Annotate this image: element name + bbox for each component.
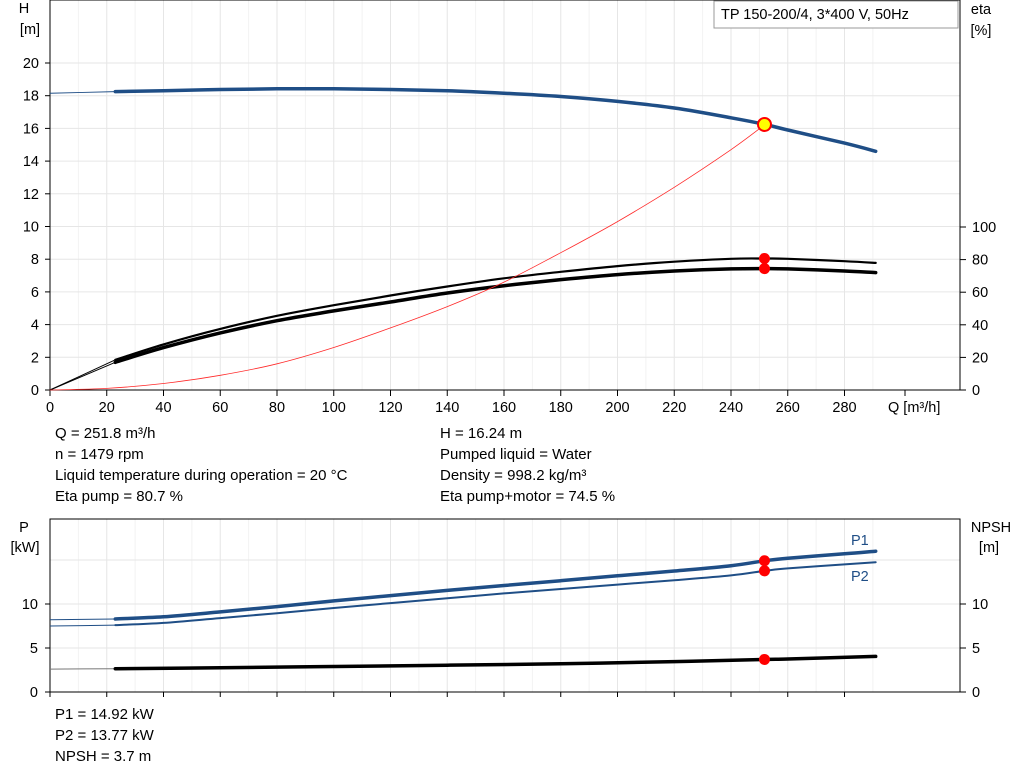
system-curve xyxy=(49,124,766,391)
q-tick-label: 80 xyxy=(269,400,285,416)
eta-axis-unit: [%] xyxy=(971,23,992,39)
npsh-duty-point xyxy=(758,653,770,665)
h-tick-label: 0 xyxy=(31,383,39,399)
npsh-tick-label: 5 xyxy=(972,641,980,657)
q-tick-label: 20 xyxy=(99,400,115,416)
p-axis-label: P xyxy=(19,520,29,536)
duty-points xyxy=(756,116,772,665)
eta-tick-label: 80 xyxy=(972,253,988,269)
q-tick-label: 240 xyxy=(719,400,743,416)
info-p1: P1 = 14.92 kW xyxy=(55,706,154,723)
eta-tick-label: 40 xyxy=(972,318,988,334)
bottom-chart-ticks: 0 5 10 0 5 10 xyxy=(22,597,988,701)
info-p2: P2 = 13.77 kW xyxy=(55,727,154,744)
q-tick-label: 0 xyxy=(46,400,54,416)
q-axis-label: Q [m³/h] xyxy=(888,400,940,416)
eta-pump-duty-point xyxy=(758,252,770,264)
info-eta-pump-motor: Eta pump+motor = 74.5 % xyxy=(440,488,616,505)
info-head: H = 16.24 m xyxy=(440,425,523,442)
eta-tick-label: 0 xyxy=(972,383,980,399)
p1-duty-point xyxy=(758,555,770,567)
q-tick-label: 60 xyxy=(212,400,228,416)
p-tick-label: 5 xyxy=(30,641,38,657)
eta-tick-label: 60 xyxy=(972,285,988,301)
q-tick-label: 260 xyxy=(776,400,800,416)
duty-info-right: H = 16.24 m Pumped liquid = Water Densit… xyxy=(440,423,615,507)
eta-pump-motor-curve-extension xyxy=(49,361,116,391)
h-axis-label: H xyxy=(19,1,29,17)
p2-curve-extension xyxy=(49,624,116,627)
p2-series-label: P2 xyxy=(851,569,869,585)
h-curve-extension xyxy=(49,91,116,94)
h-tick-label: 14 xyxy=(23,154,39,170)
p1-curve xyxy=(113,549,878,621)
top-chart-curves xyxy=(49,86,878,391)
chart-title: TP 150-200/4, 3*400 V, 50Hz xyxy=(721,7,909,23)
info-temperature: Liquid temperature during operation = 20… xyxy=(55,467,348,484)
h-tick-label: 6 xyxy=(31,285,39,301)
h-tick-label: 4 xyxy=(31,318,39,334)
h-duty-point xyxy=(756,116,772,132)
info-npsh: NPSH = 3.7 m xyxy=(55,748,152,765)
q-tick-label: 220 xyxy=(662,400,686,416)
eta-pump-motor-duty-point xyxy=(758,263,770,275)
h-tick-label: 12 xyxy=(23,187,39,203)
info-liquid: Pumped liquid = Water xyxy=(440,446,592,463)
npsh-tick-label: 10 xyxy=(972,597,988,613)
npsh-axis-unit: [m] xyxy=(979,540,999,556)
p1-series-label: P1 xyxy=(851,533,869,549)
q-tick-label: 200 xyxy=(605,400,629,416)
bottom-plot-frame xyxy=(49,518,961,693)
p-axis-unit: [kW] xyxy=(11,540,40,556)
q-tick-label: 280 xyxy=(832,400,856,416)
info-density: Density = 998.2 kg/m³ xyxy=(440,467,587,484)
eta-axis-label: eta xyxy=(971,2,992,18)
npsh-axis-label: NPSH xyxy=(971,520,1011,536)
top-chart-grid xyxy=(50,0,960,390)
h-tick-label: 20 xyxy=(23,56,39,72)
bottom-chart-curves xyxy=(49,549,878,671)
q-tick-label: 180 xyxy=(549,400,573,416)
info-speed: n = 1479 rpm xyxy=(55,446,144,463)
p-tick-label: 10 xyxy=(22,597,38,613)
p1-curve-extension xyxy=(49,618,116,621)
npsh-curve xyxy=(113,654,878,671)
info-eta-pump: Eta pump = 80.7 % xyxy=(55,488,183,505)
npsh-tick-label: 0 xyxy=(972,685,980,701)
p-tick-label: 0 xyxy=(30,685,38,701)
title-box xyxy=(713,0,959,29)
eta-tick-label: 100 xyxy=(972,220,996,236)
info-flow: Q = 251.8 m³/h xyxy=(55,425,156,442)
eta-pump-curve xyxy=(114,257,877,361)
top-plot-frame xyxy=(49,0,961,391)
h-tick-label: 2 xyxy=(31,350,39,366)
q-tick-label: 100 xyxy=(322,400,346,416)
h-tick-label: 18 xyxy=(23,89,39,105)
eta-pump-motor-curve xyxy=(113,266,878,365)
q-tick-label: 160 xyxy=(492,400,516,416)
h-tick-label: 16 xyxy=(23,121,39,137)
q-tick-label: 140 xyxy=(435,400,459,416)
h-tick-label: 10 xyxy=(23,220,39,236)
q-tick-label: 40 xyxy=(155,400,171,416)
duty-info-left: Q = 251.8 m³/h n = 1479 rpm Liquid tempe… xyxy=(55,423,347,507)
eta-tick-label: 20 xyxy=(972,350,988,366)
h-curve xyxy=(113,86,878,154)
p2-curve xyxy=(114,561,877,627)
h-tick-label: 8 xyxy=(31,252,39,268)
p2-duty-point xyxy=(758,565,770,577)
power-info: P1 = 14.92 kW P2 = 13.77 kW NPSH = 3.7 m xyxy=(55,704,154,767)
h-axis-unit: [m] xyxy=(20,22,40,38)
q-tick-label: 120 xyxy=(378,400,402,416)
